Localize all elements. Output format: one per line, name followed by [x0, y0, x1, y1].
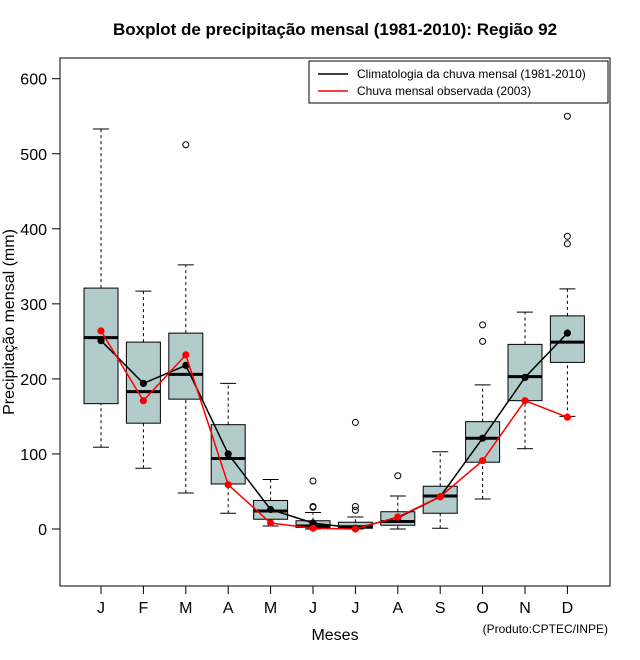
box-j-6: [337, 418, 373, 530]
x-tick-label-a-3: A: [223, 600, 234, 617]
y-tick-label-300: 300: [20, 297, 47, 314]
series-1-point-2: [182, 351, 190, 359]
outlier-point-0: [351, 418, 359, 426]
series-1-point-6: [351, 525, 359, 533]
legend-label-observed: Chuva mensal observada (2003): [357, 84, 531, 98]
series-1-point-9: [479, 457, 487, 465]
x-tick-label-m-2: M: [179, 600, 192, 617]
y-tick-label-600: 600: [20, 72, 47, 89]
x-tick-label-m-4: M: [264, 600, 277, 617]
outlier-point-2: [351, 506, 359, 514]
y-tick-label-0: 0: [38, 522, 47, 539]
series-0-point-11: [563, 329, 572, 337]
series-1-point-3: [224, 481, 232, 489]
legend-label-climatology: Climatologia da chuva mensal (1981-2010): [357, 67, 586, 81]
outlier-point-0: [182, 141, 190, 149]
series-1-point-8: [436, 493, 444, 501]
box-d-11: [549, 112, 585, 417]
series-1-point-7: [394, 513, 402, 521]
outlier-point-1: [563, 232, 571, 240]
series-1-point-10: [521, 397, 529, 405]
x-tick-label-j-6: J: [351, 600, 359, 617]
series-0-point-10: [521, 373, 529, 381]
series-lines: [97, 327, 572, 533]
legend-box: [308, 60, 609, 104]
series-0-point-3: [224, 450, 232, 458]
box-m-2: [168, 141, 204, 494]
outlier-point-2: [563, 240, 571, 248]
x-axis-label: Meses: [311, 627, 358, 644]
series-line-0: [100, 332, 568, 530]
series-0-point-5: [309, 519, 317, 527]
x-tick-label-o-9: O: [476, 600, 488, 617]
x-tick-label-a-7: A: [392, 600, 403, 617]
y-axis: 0 100 200 300 400 500 600: [20, 72, 61, 539]
outlier-point-2: [309, 503, 317, 511]
outlier-point-1: [479, 337, 487, 345]
series-0-point-1: [139, 379, 147, 388]
series-1-point-4: [267, 519, 275, 527]
outlier-point-0: [394, 472, 402, 480]
x-tick-label-j-0: J: [97, 600, 105, 617]
series-0-point-2: [182, 361, 190, 369]
y-tick-label-100: 100: [20, 447, 47, 464]
x-tick-label-s-8: S: [435, 600, 446, 617]
series-1-point-0: [97, 327, 105, 335]
y-axis-label: Precipitação mensal (mm): [1, 229, 18, 415]
y-tick-label-400: 400: [20, 222, 47, 239]
y-tick-label-500: 500: [20, 147, 47, 164]
box-iqr: [465, 421, 501, 463]
box-o-9: [465, 321, 501, 500]
outlier-point-0: [309, 477, 317, 485]
x-tick-label-d-11: D: [562, 600, 574, 617]
x-tick-label-j-5: J: [309, 600, 317, 617]
series-0-point-4: [267, 505, 275, 514]
box-iqr: [549, 315, 585, 363]
box-s-8: [422, 451, 458, 529]
x-tick-label-f-1: F: [139, 600, 149, 617]
boxes-group: [83, 112, 585, 530]
legend: Climatologia da chuva mensal (1981-2010)…: [308, 60, 609, 104]
series-line-1: [100, 330, 568, 530]
series-1-point-11: [563, 413, 572, 421]
box-iqr: [83, 287, 119, 405]
y-tick-label-200: 200: [20, 372, 47, 389]
outlier-point-0: [479, 321, 487, 329]
outlier-point-0: [563, 112, 571, 120]
series-0-point-9: [479, 434, 487, 442]
box-m-4: [253, 478, 289, 527]
series-1-point-5: [309, 524, 317, 532]
box-n-10: [507, 311, 543, 450]
plot-frame: [59, 57, 611, 587]
chart-title: Boxplot de precipitação mensal (1981-201…: [113, 20, 557, 39]
box-j-0: [83, 128, 119, 448]
box-iqr: [507, 343, 543, 402]
x-tick-label-n-10: N: [519, 600, 531, 617]
series-0-point-0: [97, 337, 105, 345]
series-1-point-1: [139, 397, 147, 405]
credit-text: (Produto:CPTEC/INPE): [483, 622, 608, 636]
outlier-point-1: [351, 502, 359, 510]
